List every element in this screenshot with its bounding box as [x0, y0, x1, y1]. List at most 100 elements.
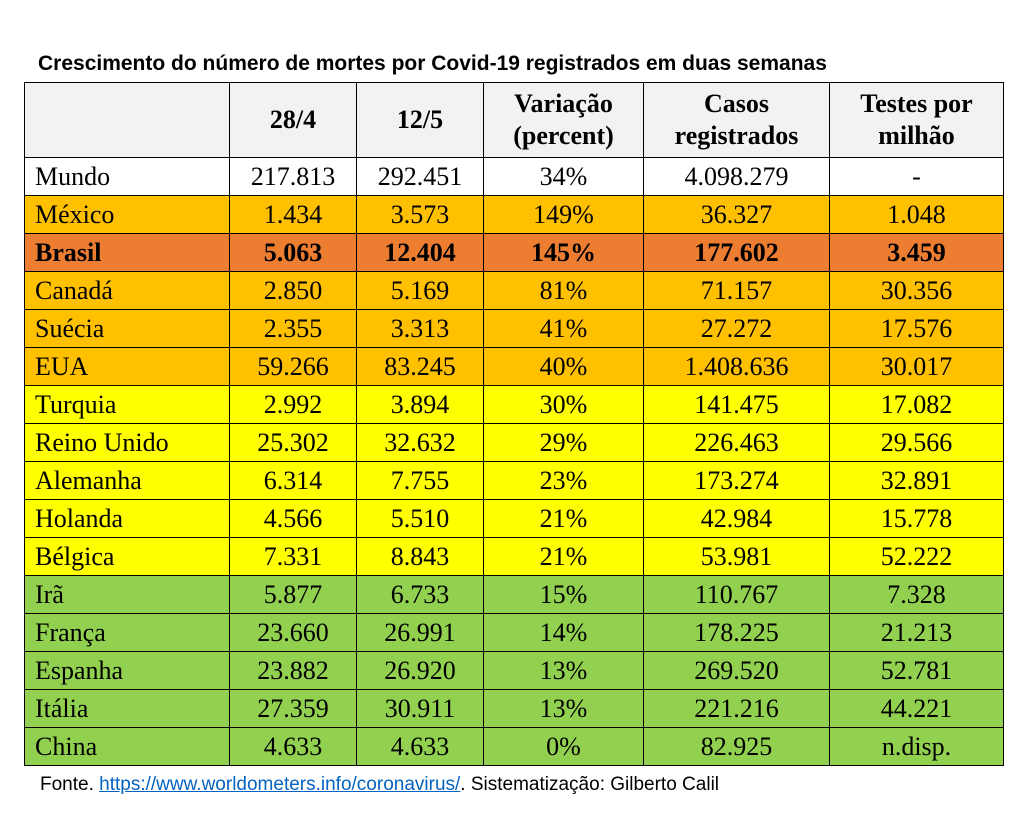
cell-tests: 21.213 [829, 613, 1004, 652]
table-row: Reino Unido 25.302 32.632 29% 226.463 29.566 [24, 423, 1004, 462]
table-row: França 23.660 26.991 14% 178.225 21.213 [24, 613, 1004, 652]
cell-deaths-28-4: 27.359 [229, 689, 357, 728]
cell-country: Suécia [24, 309, 230, 348]
header-variation: Variação (percent) [483, 82, 644, 158]
cell-variation: 14% [483, 613, 644, 652]
cell-deaths-28-4: 1.434 [229, 195, 357, 234]
cell-tests: - [829, 157, 1004, 196]
table-row: Bélgica 7.331 8.843 21% 53.981 52.222 [24, 537, 1004, 576]
cell-variation: 15% [483, 575, 644, 614]
cell-tests: 17.576 [829, 309, 1004, 348]
cell-variation: 13% [483, 689, 644, 728]
table-row: EUA 59.266 83.245 40% 1.408.636 30.017 [24, 347, 1004, 386]
cell-country: México [24, 195, 230, 234]
header-tests-line2: milhão [878, 121, 955, 150]
cell-variation: 81% [483, 271, 644, 310]
cell-tests: 29.566 [829, 423, 1004, 462]
cell-variation: 30% [483, 385, 644, 424]
cell-deaths-12-5: 3.313 [356, 309, 484, 348]
cell-cases: 53.981 [643, 537, 830, 576]
header-variation-line2: (percent) [513, 121, 614, 150]
cell-deaths-12-5: 30.911 [356, 689, 484, 728]
cell-cases: 42.984 [643, 499, 830, 538]
cell-cases: 4.098.279 [643, 157, 830, 196]
table-row: Espanha 23.882 26.920 13% 269.520 52.781 [24, 651, 1004, 690]
table-title: Crescimento do número de mortes por Covi… [38, 52, 827, 75]
table-row: China 4.633 4.633 0% 82.925 n.disp. [24, 727, 1004, 766]
cell-cases: 226.463 [643, 423, 830, 462]
cell-country: Irã [24, 575, 230, 614]
cell-cases: 82.925 [643, 727, 830, 766]
cell-tests: n.disp. [829, 727, 1004, 766]
table-header-row: 28/4 12/5 Variação (percent) Casos regis… [24, 82, 1004, 158]
cell-deaths-12-5: 5.169 [356, 271, 484, 310]
header-cases: Casos registrados [643, 82, 830, 158]
cell-tests: 7.328 [829, 575, 1004, 614]
cell-variation: 40% [483, 347, 644, 386]
cell-country: Canadá [24, 271, 230, 310]
cell-deaths-28-4: 23.660 [229, 613, 357, 652]
header-country [24, 82, 230, 158]
cell-country: Itália [24, 689, 230, 728]
cell-deaths-28-4: 23.882 [229, 651, 357, 690]
cell-country: Bélgica [24, 537, 230, 576]
cell-variation: 29% [483, 423, 644, 462]
cell-tests: 44.221 [829, 689, 1004, 728]
cell-cases: 141.475 [643, 385, 830, 424]
cell-variation: 149% [483, 195, 644, 234]
cell-cases: 110.767 [643, 575, 830, 614]
cell-deaths-12-5: 3.894 [356, 385, 484, 424]
table-row: Itália 27.359 30.911 13% 221.216 44.221 [24, 689, 1004, 728]
cell-deaths-28-4: 2.992 [229, 385, 357, 424]
header-variation-line1: Variação [514, 89, 613, 118]
cell-country: França [24, 613, 230, 652]
cell-deaths-28-4: 25.302 [229, 423, 357, 462]
cell-deaths-12-5: 8.843 [356, 537, 484, 576]
cell-deaths-12-5: 7.755 [356, 461, 484, 500]
source-suffix: . Sistematização: Gilberto Calil [460, 774, 720, 795]
cell-cases: 27.272 [643, 309, 830, 348]
cell-country: Alemanha [24, 461, 230, 500]
table-body: Mundo 217.813 292.451 34% 4.098.279- México 1.… [24, 157, 1004, 766]
table-row: Brasil 5.063 12.404 145% 177.602 3.459 [24, 233, 1004, 272]
cell-variation: 21% [483, 499, 644, 538]
cell-tests: 32.891 [829, 461, 1004, 500]
cell-variation: 13% [483, 651, 644, 690]
cell-tests: 17.082 [829, 385, 1004, 424]
header-cases-line1: Casos [703, 89, 769, 118]
cell-deaths-12-5: 292.451 [356, 157, 484, 196]
cell-variation: 21% [483, 537, 644, 576]
header-tests: Testes por milhão [829, 82, 1004, 158]
cell-cases: 71.157 [643, 271, 830, 310]
cell-deaths-28-4: 2.850 [229, 271, 357, 310]
cell-deaths-28-4: 4.566 [229, 499, 357, 538]
cell-tests: 1.048 [829, 195, 1004, 234]
cell-deaths-12-5: 83.245 [356, 347, 484, 386]
cell-variation: 23% [483, 461, 644, 500]
table-row: Turquia 2.992 3.894 30% 141.475 17.082 [24, 385, 1004, 424]
cell-country: EUA [24, 347, 230, 386]
cell-tests: 3.459 [829, 233, 1004, 272]
header-date-1: 28/4 [229, 82, 357, 158]
table-row: Holanda 4.566 5.510 21% 42.984 15.778 [24, 499, 1004, 538]
cell-deaths-12-5: 32.632 [356, 423, 484, 462]
cell-tests: 15.778 [829, 499, 1004, 538]
table-row: Mundo 217.813 292.451 34% 4.098.279- [24, 157, 1004, 196]
cell-deaths-12-5: 12.404 [356, 233, 484, 272]
cell-deaths-28-4: 217.813 [229, 157, 357, 196]
cell-deaths-12-5: 3.573 [356, 195, 484, 234]
cell-deaths-12-5: 4.633 [356, 727, 484, 766]
cell-cases: 178.225 [643, 613, 830, 652]
cell-deaths-28-4: 5.063 [229, 233, 357, 272]
cell-deaths-12-5: 26.920 [356, 651, 484, 690]
source-link[interactable]: https://www.worldometers.info/coronaviru… [99, 774, 461, 795]
cell-deaths-28-4: 6.314 [229, 461, 357, 500]
table-row: Canadá 2.850 5.169 81% 71.157 30.356 [24, 271, 1004, 310]
source-prefix: Fonte. [40, 774, 100, 795]
cell-cases: 1.408.636 [643, 347, 830, 386]
cell-country: Espanha [24, 651, 230, 690]
table-row: Suécia 2.355 3.313 41% 27.272 17.576 [24, 309, 1004, 348]
cell-variation: 41% [483, 309, 644, 348]
header-tests-line1: Testes por [860, 89, 973, 118]
cell-country: Turquia [24, 385, 230, 424]
